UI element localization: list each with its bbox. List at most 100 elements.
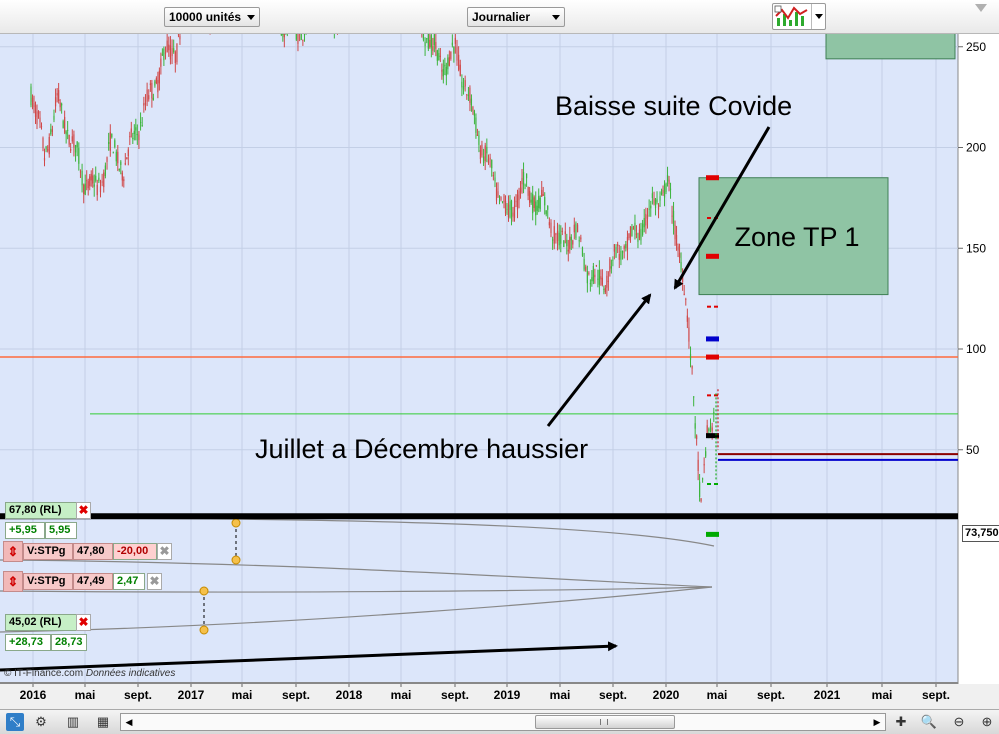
candle-body: [527, 186, 529, 196]
period-dropdown[interactable]: Journalier: [467, 7, 565, 27]
candle-body: [504, 200, 507, 214]
candle-body: [89, 176, 91, 187]
candle-body: [34, 105, 37, 117]
level-marker: [706, 531, 719, 537]
candle-body: [53, 115, 55, 120]
order-tag-label[interactable]: V:STPg: [23, 573, 73, 590]
order-tag-label[interactable]: 67,80 (RL): [5, 502, 77, 519]
candle-body: [447, 57, 449, 70]
candle-body: [441, 70, 443, 72]
cursor-icon[interactable]: ⤡: [6, 713, 24, 731]
zone-label: Zone TP 1: [734, 222, 859, 252]
candle-body: [95, 175, 97, 181]
quantity-dropdown[interactable]: 10000 unités: [164, 7, 260, 27]
candle-body: [303, 34, 306, 36]
candle-body: [600, 276, 602, 280]
candle-body: [498, 195, 501, 198]
candle-body: [686, 315, 688, 322]
candle-body: [669, 188, 672, 190]
candle-body: [143, 103, 145, 106]
top-toolbar: 10000 unités Journalier: [0, 0, 999, 34]
candle-body: [33, 102, 35, 107]
scroll-right-icon[interactable]: ▶: [873, 717, 881, 727]
chart-type-button[interactable]: [772, 3, 826, 30]
candle-body: [174, 51, 176, 63]
candle-body: [659, 196, 661, 201]
zoom-in-icon[interactable]: 🔍: [920, 714, 938, 729]
candle-body: [662, 189, 664, 193]
candle-body: [489, 157, 491, 160]
candle-body: [682, 274, 684, 283]
order-tag-gain-value: 5,95: [45, 522, 77, 539]
x-tick-label: mai: [872, 688, 893, 702]
candle-body: [37, 111, 40, 114]
candle-body: [675, 234, 678, 246]
candle-body: [65, 131, 67, 135]
candle-body: [479, 149, 482, 160]
candle-body: [697, 459, 699, 471]
candle-body: [694, 423, 696, 429]
candle-body: [576, 224, 579, 233]
order-tag-label[interactable]: 45,02 (RL): [5, 614, 77, 631]
price-chart[interactable]: 30025020015010050 TP 2Zone TP 1 Baisse s…: [0, 34, 999, 702]
candle-body: [703, 463, 705, 466]
candle-body: [677, 246, 679, 251]
candle-body: [631, 226, 633, 237]
close-icon[interactable]: ✖: [76, 614, 91, 631]
candles-icon[interactable]: ▥: [66, 714, 80, 729]
candle-body: [563, 240, 565, 248]
candle-body: [580, 237, 582, 240]
candle-body: [473, 110, 476, 117]
chevron-down-icon: [815, 14, 823, 19]
candle-body: [711, 427, 713, 431]
candle-body: [74, 144, 77, 153]
candle-body: [569, 236, 571, 250]
order-tag-gain: +5,95: [5, 522, 45, 539]
candle-body: [61, 103, 63, 106]
order-tag-gain: +28,73: [5, 634, 51, 651]
candle-body: [459, 64, 461, 77]
close-icon[interactable]: ✖: [76, 502, 91, 519]
candle-body: [663, 184, 666, 198]
candle-body: [121, 172, 123, 181]
candle-body: [470, 98, 473, 106]
scrollbar-thumb[interactable]: [535, 715, 675, 729]
grid-icon[interactable]: ▦: [96, 714, 110, 729]
candle-body: [79, 171, 82, 173]
candle-body: [83, 184, 85, 195]
indicator-icon[interactable]: ⚙: [35, 714, 47, 729]
scroll-left-icon[interactable]: ◀: [125, 717, 133, 727]
zoom-out-icon[interactable]: ⊖: [953, 714, 965, 729]
candle-body: [135, 127, 137, 131]
candle-body: [541, 189, 543, 197]
cross-icon[interactable]: ✚: [895, 714, 907, 729]
x-tick-label: mai: [391, 688, 412, 702]
chevron-down-icon: [552, 15, 560, 20]
search-icon[interactable]: ⊕: [981, 714, 993, 729]
horizontal-scrollbar[interactable]: ◀ ▶: [120, 713, 886, 731]
candle-body: [144, 102, 147, 105]
x-axis-line: [0, 682, 958, 684]
candle-body: [501, 201, 504, 203]
collapse-toolbar-icon[interactable]: [975, 4, 987, 12]
close-icon[interactable]: ✖: [147, 573, 162, 590]
y-tick-label: 50: [966, 443, 980, 457]
candle-body: [43, 157, 46, 161]
footnote-note: Données indicatives: [85, 668, 176, 679]
candle-body: [615, 246, 617, 258]
candle-body: [524, 184, 526, 186]
candle-body: [671, 215, 673, 217]
tp-zones: TP 2Zone TP 1: [698, 34, 956, 296]
close-icon[interactable]: ✖: [157, 543, 172, 560]
order-tag-label[interactable]: V:STPg: [23, 543, 73, 560]
candle-body: [486, 146, 488, 154]
candle-body: [660, 192, 663, 195]
candle-body: [621, 251, 624, 253]
x-tick-label: 2020: [653, 688, 680, 702]
candle-body: [548, 222, 550, 226]
candle-body: [685, 298, 687, 300]
candle-body: [138, 134, 140, 141]
up-down-arrow-icon[interactable]: ⇕: [3, 541, 23, 562]
up-down-arrow-icon[interactable]: ⇕: [3, 571, 23, 592]
